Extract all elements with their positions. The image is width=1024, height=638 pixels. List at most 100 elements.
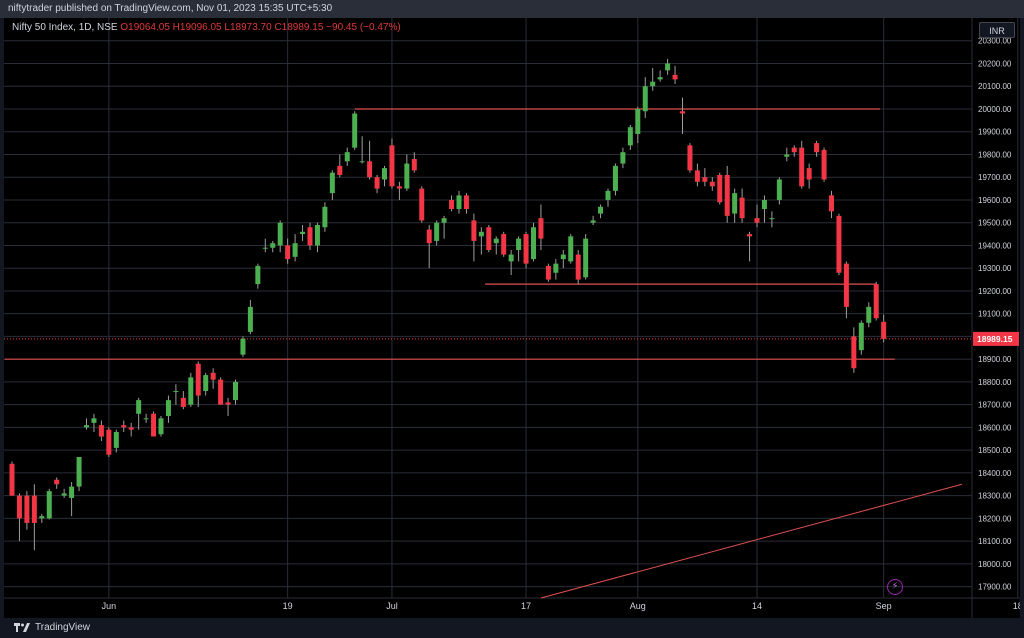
candle-body[interactable]	[307, 227, 313, 246]
candle-body[interactable]	[858, 322, 864, 351]
candle-body[interactable]	[121, 425, 127, 428]
chart-area[interactable]: 17900.00 18000.00 18100.00 18200.00 18300.00…	[4, 18, 1020, 618]
candle-body[interactable]	[195, 363, 201, 396]
candle-body[interactable]	[270, 243, 276, 248]
candle-body[interactable]	[262, 247, 268, 249]
candle-body[interactable]	[545, 265, 551, 280]
candle-body[interactable]	[538, 218, 544, 239]
candle-body[interactable]	[747, 234, 753, 237]
candle-body[interactable]	[396, 186, 402, 189]
candle-body[interactable]	[843, 263, 849, 307]
candle-body[interactable]	[46, 491, 52, 519]
candle-body[interactable]	[210, 372, 216, 380]
candle-body[interactable]	[352, 113, 358, 148]
candle-body[interactable]	[449, 199, 455, 210]
candle-body[interactable]	[724, 174, 730, 216]
candle-body[interactable]	[717, 174, 723, 203]
trend-line[interactable]	[540, 483, 963, 599]
candle-body[interactable]	[680, 111, 685, 114]
candle-body[interactable]	[9, 463, 15, 496]
candle-body[interactable]	[255, 265, 261, 285]
candle-body[interactable]	[665, 63, 671, 71]
candle-body[interactable]	[501, 234, 507, 255]
candle-body[interactable]	[560, 254, 566, 260]
candle-body[interactable]	[382, 168, 387, 180]
candle-body[interactable]	[605, 190, 611, 200]
candle-body[interactable]	[836, 215, 842, 273]
candle-body[interactable]	[620, 152, 626, 164]
candle-body[interactable]	[575, 254, 581, 280]
candle-body[interactable]	[91, 418, 97, 423]
candle-body[interactable]	[98, 425, 104, 437]
candle-body[interactable]	[300, 231, 306, 235]
candle-body[interactable]	[240, 338, 246, 355]
candle-body[interactable]	[322, 206, 328, 228]
candle-body[interactable]	[337, 165, 343, 175]
candle-body[interactable]	[821, 149, 827, 180]
candle-body[interactable]	[69, 486, 75, 498]
candle-body[interactable]	[531, 227, 536, 260]
candle-body[interactable]	[657, 77, 663, 80]
candle-body[interactable]	[165, 400, 171, 417]
candle-body[interactable]	[277, 222, 283, 246]
candle-body[interactable]	[31, 495, 37, 523]
candle-body[interactable]	[672, 74, 678, 80]
candle-body[interactable]	[411, 159, 417, 171]
candle-body[interactable]	[590, 220, 596, 223]
candle-body[interactable]	[180, 397, 186, 407]
candle-body[interactable]	[709, 181, 715, 187]
candle-body[interactable]	[761, 199, 767, 210]
candle-body[interactable]	[225, 402, 231, 405]
candle-body[interactable]	[84, 425, 89, 428]
tradingview-logo[interactable]: TradingView	[14, 618, 90, 638]
candle-body[interactable]	[389, 145, 395, 187]
candle-body[interactable]	[553, 263, 559, 273]
candle-body[interactable]	[106, 429, 112, 455]
candle-body[interactable]	[694, 170, 700, 182]
candle-body[interactable]	[635, 108, 641, 134]
candle-body[interactable]	[434, 222, 440, 241]
candle-body[interactable]	[791, 147, 797, 153]
candle-body[interactable]	[233, 381, 238, 401]
candle-body[interactable]	[702, 177, 708, 182]
candle-body[interactable]	[151, 413, 157, 437]
candle-body[interactable]	[806, 168, 812, 180]
candle-body[interactable]	[881, 321, 887, 339]
candle-body[interactable]	[24, 495, 30, 523]
candle-body[interactable]	[784, 154, 790, 157]
candle-body[interactable]	[866, 306, 872, 323]
candle-body[interactable]	[754, 218, 760, 223]
bolt-icon[interactable]: ⚡	[887, 579, 903, 595]
candle-body[interactable]	[612, 165, 618, 191]
candle-body[interactable]	[523, 234, 529, 264]
candle-body[interactable]	[568, 236, 574, 262]
candle-body[interactable]	[314, 224, 320, 246]
candle-body[interactable]	[419, 188, 425, 221]
candle-body[interactable]	[367, 161, 373, 178]
candle-body[interactable]	[516, 238, 522, 250]
candle-body[interactable]	[426, 229, 432, 244]
candle-body[interactable]	[143, 418, 149, 420]
candle-body[interactable]	[54, 479, 60, 485]
candle-body[interactable]	[16, 495, 22, 519]
candle-body[interactable]	[247, 306, 253, 332]
candle-body[interactable]	[218, 379, 224, 405]
candle-body[interactable]	[471, 220, 477, 241]
candlestick-chart[interactable]: 17900.00 18000.00 18100.00 18200.00 18300.00…	[4, 18, 1020, 618]
candle-body[interactable]	[76, 456, 82, 487]
candle-body[interactable]	[478, 231, 484, 237]
candle-body[interactable]	[39, 516, 45, 519]
candle-body[interactable]	[329, 172, 335, 194]
candle-body[interactable]	[158, 418, 164, 435]
candle-body[interactable]	[642, 86, 648, 112]
candle-body[interactable]	[687, 145, 693, 171]
candle-body[interactable]	[583, 238, 589, 278]
candle-body[interactable]	[627, 127, 633, 146]
candle-body[interactable]	[173, 391, 179, 393]
candle-body[interactable]	[873, 284, 879, 319]
candle-body[interactable]	[128, 427, 134, 430]
candle-body[interactable]	[404, 163, 410, 189]
candle-body[interactable]	[732, 193, 738, 214]
candle-body[interactable]	[456, 195, 462, 210]
candle-body[interactable]	[292, 243, 298, 257]
